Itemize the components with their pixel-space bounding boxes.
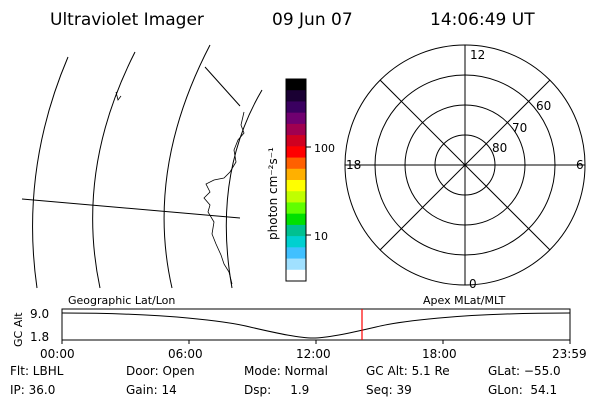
polar-diagonal-2: [379, 79, 551, 251]
longitude-line-1: [21, 198, 241, 219]
lat-label-60: 60: [536, 99, 551, 113]
status-glon: GLon: 54.1: [488, 383, 557, 397]
colorbar-cell: [286, 101, 306, 114]
colorbar-cell: [286, 168, 306, 181]
colorbar-label-100: 100: [314, 142, 335, 155]
colorbar-cell: [286, 269, 306, 282]
timeline-y-tick-max: 9.0: [30, 307, 49, 321]
date-label: 09 Jun 07: [272, 10, 353, 30]
status-ip: IP: 36.0: [10, 383, 55, 397]
altitude-curve: [61, 312, 571, 339]
x-tick-label-1800: 18:00: [422, 347, 457, 361]
mlt-label-12: 12: [470, 48, 485, 62]
colorbar-cell: [286, 191, 306, 203]
x-tick-label-2359: 23:59: [552, 347, 587, 361]
colorbar-cell: [286, 90, 306, 102]
geographic-map: [21, 44, 263, 289]
map-marker: [115, 91, 122, 101]
colorbar-cell: [286, 79, 306, 91]
colorbar-cell: [286, 202, 306, 215]
mlt-label-0: 0: [469, 277, 477, 291]
x-tick-label-0000: 00:00: [40, 347, 75, 361]
colorbar-cell: [286, 247, 306, 260]
timeline-y-tick-min: 1.8: [30, 330, 49, 344]
status-panel: Flt: LBHL Door: Open Mode: Normal GC Alt…: [10, 364, 561, 397]
timeline-left-title: Geographic Lat/Lon: [68, 294, 175, 307]
x-tick-label-0600: 06:00: [168, 347, 203, 361]
colorbar-cell: [286, 180, 306, 192]
colorbar-cell: [286, 123, 306, 136]
colorbar: 100 10 photon cm⁻²s⁻¹: [266, 78, 335, 282]
latitude-arc-4: [225, 89, 263, 289]
longitude-line-2: [204, 66, 241, 107]
latitude-arc-3: [163, 44, 211, 289]
status-dsp: Dsp: 1.9: [244, 383, 309, 397]
status-seq: Seq: 39: [366, 383, 412, 397]
colorbar-cell: [286, 213, 306, 226]
colorbar-cell: [286, 157, 306, 170]
colorbar-cell: [286, 135, 306, 147]
colorbar-cell: [286, 146, 306, 159]
colorbar-unit-label: photon cm⁻²s⁻¹: [266, 147, 280, 240]
lat-label-80: 80: [492, 141, 507, 155]
polar-plot: [344, 44, 586, 286]
mlt-label-6: 6: [576, 158, 584, 172]
instrument-title: Ultraviolet Imager: [50, 10, 204, 30]
colorbar-frame: [285, 78, 307, 282]
x-tick-label-1200: 12:00: [296, 347, 331, 361]
status-filter: Flt: LBHL: [10, 364, 64, 378]
timeline-right-title: Apex MLat/MLT: [423, 294, 506, 307]
altitude-timeline: Geographic Lat/Lon Apex MLat/MLT GC Alt …: [12, 294, 587, 361]
colorbar-label-10: 10: [314, 230, 328, 243]
latitude-arc-2: [92, 51, 136, 289]
timeline-y-axis-label: GC Alt: [12, 312, 25, 347]
lat-label-70: 70: [512, 121, 527, 135]
colorbar-cell: [286, 224, 306, 237]
colorbar-cell: [286, 112, 306, 125]
status-mode: Mode: Normal: [244, 364, 328, 378]
colorbar-cell: [286, 236, 306, 248]
status-door: Door: Open: [126, 364, 195, 378]
coastline: [203, 111, 245, 285]
mlt-label-18: 18: [346, 158, 361, 172]
timeline-frame: [61, 308, 571, 341]
status-glat: GLat: −55.0: [488, 364, 561, 378]
colorbar-cell: [286, 258, 306, 271]
time-label: 14:06:49 UT: [430, 10, 535, 30]
status-gc-alt: GC Alt: 5.1 Re: [366, 364, 450, 378]
latitude-arc-1: [32, 56, 69, 289]
status-gain: Gain: 14: [126, 383, 177, 397]
colorbar-cells: [286, 79, 306, 282]
